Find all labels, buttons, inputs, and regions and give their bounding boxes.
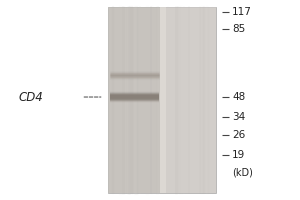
Text: 19: 19 — [232, 150, 245, 160]
Text: 117: 117 — [232, 7, 252, 17]
Bar — [160, 7, 166, 193]
Text: CD4: CD4 — [19, 91, 44, 104]
Bar — [108, 7, 216, 193]
Text: 34: 34 — [232, 112, 245, 122]
Text: 85: 85 — [232, 24, 245, 34]
Text: 48: 48 — [232, 92, 245, 102]
Text: 26: 26 — [232, 130, 245, 140]
Text: (kD): (kD) — [232, 167, 253, 177]
Bar — [108, 7, 160, 193]
Bar — [167, 7, 216, 193]
